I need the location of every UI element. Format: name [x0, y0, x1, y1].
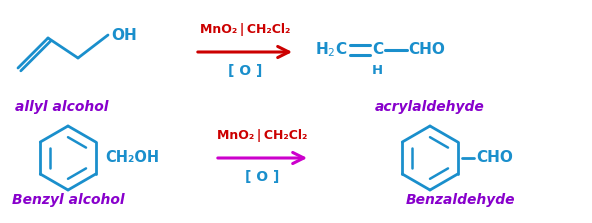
Text: Benzaldehyde: Benzaldehyde	[406, 193, 515, 207]
Text: [ O ]: [ O ]	[245, 170, 279, 184]
Text: allyl alcohol: allyl alcohol	[15, 100, 109, 114]
Text: C: C	[372, 43, 383, 58]
Text: MnO₂ | CH₂Cl₂: MnO₂ | CH₂Cl₂	[217, 129, 308, 142]
Text: CH₂OH: CH₂OH	[105, 151, 159, 165]
Text: H: H	[371, 64, 382, 77]
Text: CHO: CHO	[476, 151, 513, 165]
Text: CHO: CHO	[408, 43, 445, 58]
Text: [ O ]: [ O ]	[228, 64, 262, 78]
Text: OH: OH	[111, 27, 137, 43]
Text: Benzyl alcohol: Benzyl alcohol	[12, 193, 124, 207]
Text: MnO₂ | CH₂Cl₂: MnO₂ | CH₂Cl₂	[200, 23, 290, 36]
Text: acrylaldehyde: acrylaldehyde	[375, 100, 485, 114]
Text: H$_2$C: H$_2$C	[315, 41, 348, 59]
